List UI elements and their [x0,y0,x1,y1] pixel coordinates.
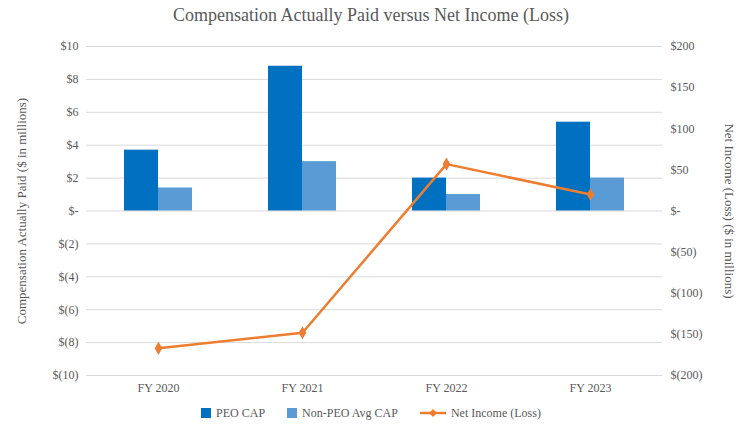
svg-text:$(150): $(150) [671,327,703,341]
svg-text:$(2): $(2) [59,237,79,251]
svg-text:$(10): $(10) [53,368,79,382]
svg-text:$100: $100 [671,122,695,136]
svg-text:FY 2020: FY 2020 [138,381,180,395]
svg-text:$(100): $(100) [671,286,703,300]
svg-text:$(4): $(4) [59,270,79,284]
html-text:Compensation Actually Paid ver: Compensation Actually Paid versus Net In… [173,5,569,25]
svg-text:$6: $6 [67,105,79,119]
svg-text:FY 2022: FY 2022 [426,381,468,395]
svg-text:$-: $- [671,204,681,218]
svg-text:$(200): $(200) [671,368,703,382]
html-text:Net Income (Loss) ($ in millio: Net Income (Loss) ($ in millions) [722,122,737,299]
svg-text:$150: $150 [671,80,695,94]
svg-text:$4: $4 [67,138,79,152]
svg-text:FY 2021: FY 2021 [282,381,324,395]
svg-text:$(6): $(6) [59,303,79,317]
svg-text:$(50): $(50) [671,245,697,259]
svg-text:$10: $10 [61,39,79,53]
svg-text:$(8): $(8) [59,335,79,349]
svg-text:$-: $- [69,204,79,218]
html-text:Non-PEO Avg CAP: Non-PEO Avg CAP [302,405,398,420]
svg-text:$2: $2 [67,171,79,185]
svg-text:FY 2023: FY 2023 [570,381,612,395]
html-text:PEO CAP: PEO CAP [216,405,266,420]
svg-text:$50: $50 [671,163,689,177]
html-text:Net Income (Loss): Net Income (Loss) [450,405,541,420]
svg-text:$8: $8 [67,72,79,86]
svg-text:$200: $200 [671,39,695,53]
html-text:Compensation Actually Paid ($: Compensation Actually Paid ($ in million… [14,97,29,324]
